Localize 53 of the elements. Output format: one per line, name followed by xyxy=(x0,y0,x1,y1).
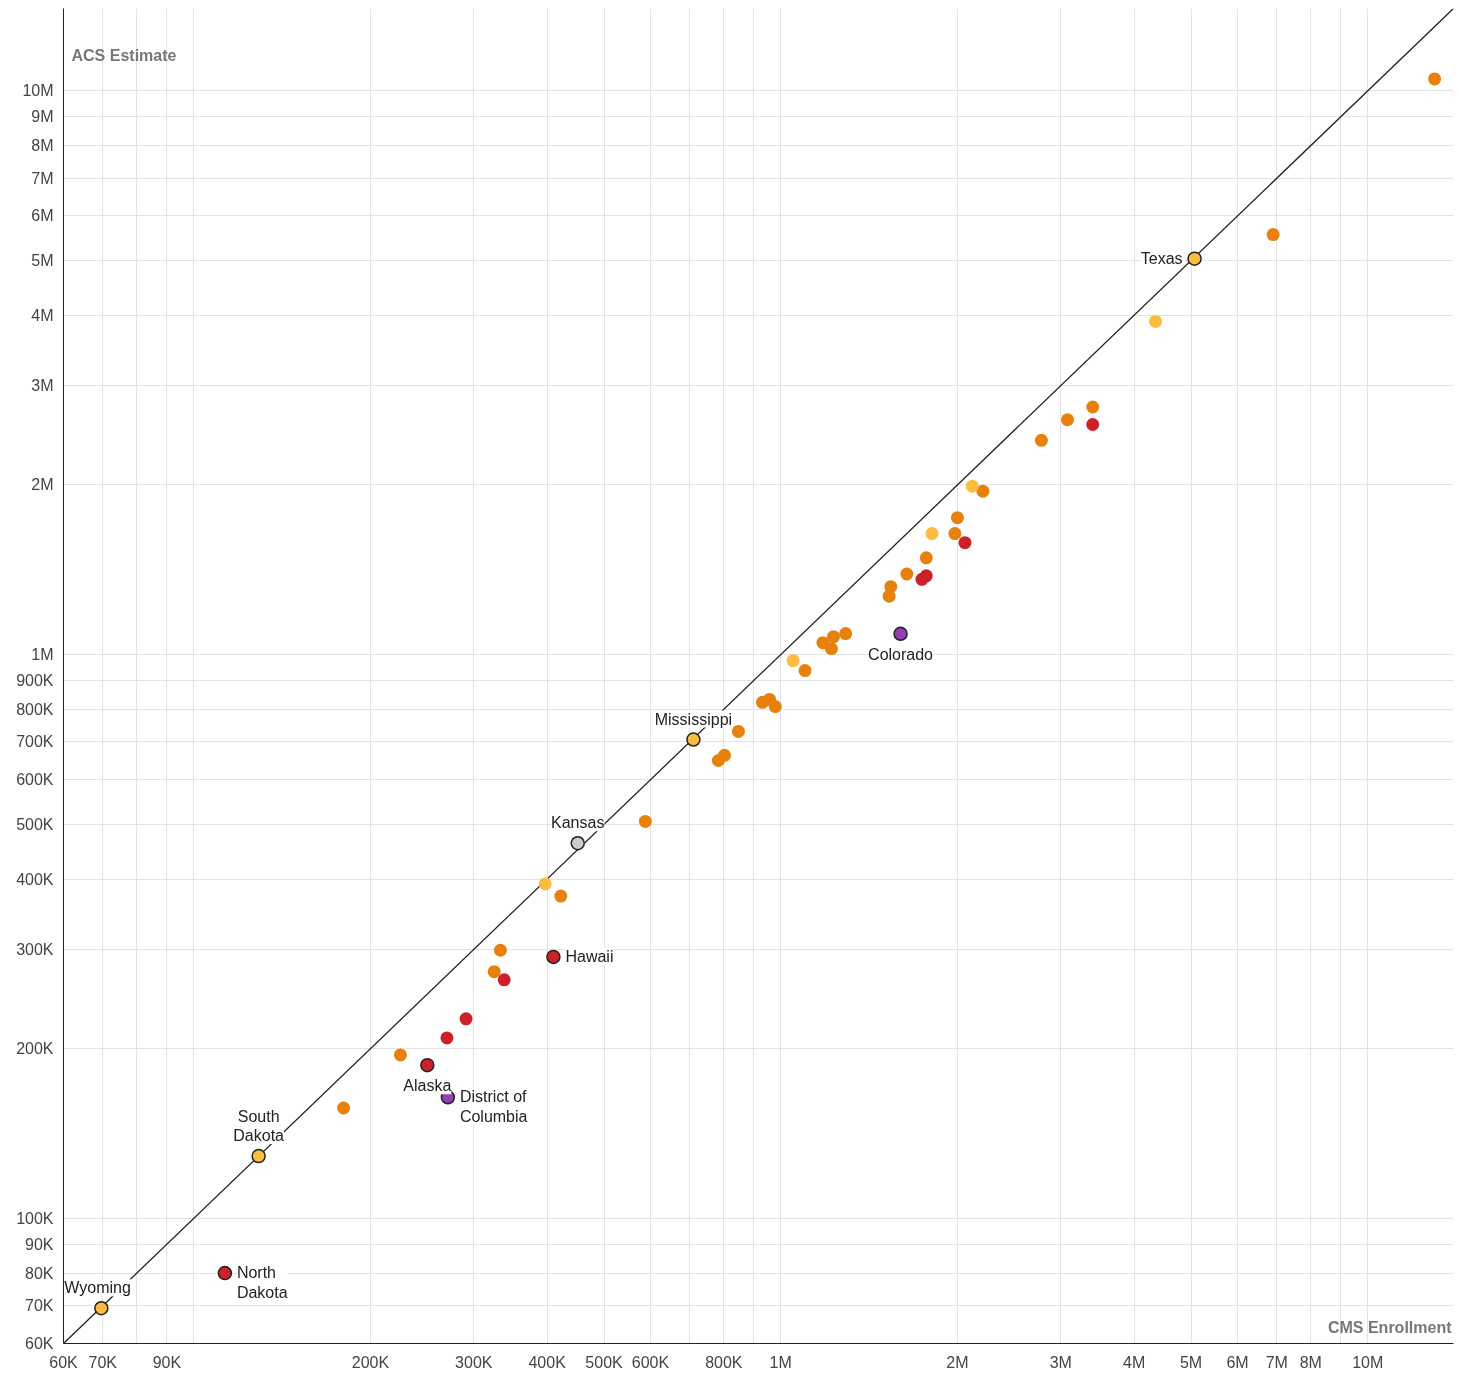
annotation: Mississippi xyxy=(654,710,733,728)
annotation: Texas xyxy=(1140,250,1183,268)
y-axis-title: ACS Estimate xyxy=(71,46,177,64)
y-tick-label: 3M xyxy=(31,377,54,395)
y-tick-label: 2M xyxy=(31,476,54,494)
x-tick-label: 60K xyxy=(49,1353,79,1371)
x-tick-label: 10M xyxy=(1352,1353,1384,1371)
y-tick-label: 80K xyxy=(25,1264,54,1282)
x-tick-label: 1M xyxy=(769,1353,792,1371)
y-tick-label: 200K xyxy=(16,1040,54,1058)
y-tick-label: 700K xyxy=(16,733,54,751)
x-tick-label: 500K xyxy=(585,1353,624,1371)
y-tick-label: 400K xyxy=(16,870,54,888)
y-tick-label: 300K xyxy=(16,940,54,958)
y-tick-label: 600K xyxy=(16,771,54,789)
x-tick-label: 3M xyxy=(1049,1353,1072,1371)
x-tick-label: 90K xyxy=(152,1353,182,1371)
x-axis-title: CMS Enrollment xyxy=(1327,1318,1453,1336)
y-tick-label: 10M xyxy=(22,82,54,100)
x-tick-label: 70K xyxy=(88,1353,118,1371)
y-tick-label: 5M xyxy=(31,252,54,270)
x-tick-label: 400K xyxy=(528,1353,567,1371)
annotation: District of Columbia xyxy=(459,1088,528,1125)
y-tick-label: 70K xyxy=(25,1297,54,1315)
annotation: Alaska xyxy=(403,1077,452,1095)
y-tick-label: 9M xyxy=(31,108,54,126)
y-tick-label: 90K xyxy=(25,1235,54,1253)
annotation: South Dakota xyxy=(233,1107,285,1145)
y-tick-label: 8M xyxy=(31,137,54,155)
x-tick-label: 6M xyxy=(1226,1353,1249,1371)
y-tick-label: 500K xyxy=(16,815,54,833)
y-tick-label: 6M xyxy=(31,207,54,225)
annotation: North Dakota xyxy=(236,1264,288,1301)
annotation: Kansas xyxy=(551,814,605,832)
x-tick-label: 2M xyxy=(946,1353,969,1371)
x-tick-label: 600K xyxy=(631,1353,670,1371)
x-tick-label: 300K xyxy=(455,1353,493,1371)
y-tick-label: 800K xyxy=(16,700,54,718)
x-tick-label: 800K xyxy=(705,1353,743,1371)
y-tick-label: 100K xyxy=(16,1209,54,1227)
y-tick-label: 4M xyxy=(31,306,54,324)
y-tick-label: 1M xyxy=(31,646,54,664)
annotation: Hawaii xyxy=(565,948,614,966)
y-tick-label: 900K xyxy=(16,671,54,689)
x-tick-label: 4M xyxy=(1123,1353,1146,1371)
annotation: Colorado xyxy=(868,645,934,663)
x-tick-label: 7M xyxy=(1265,1353,1288,1371)
x-tick-label: 200K xyxy=(351,1353,390,1371)
x-tick-label: 5M xyxy=(1179,1353,1203,1371)
x-tick-label: 8M xyxy=(1299,1353,1322,1371)
y-tick-label: 7M xyxy=(31,169,54,187)
annotation: Wyoming xyxy=(64,1279,131,1297)
y-tick-label: 60K xyxy=(25,1335,54,1352)
